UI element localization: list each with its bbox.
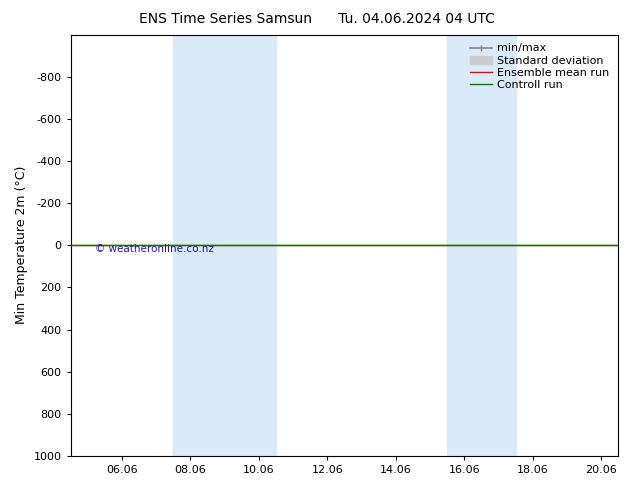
Bar [173, 35, 276, 456]
Text: ENS Time Series Samsun      Tu. 04.06.2024 04 UTC: ENS Time Series Samsun Tu. 04.06.2024 04… [139, 12, 495, 26]
Text: © weatheronline.co.nz: © weatheronline.co.nz [94, 244, 214, 254]
Y-axis label: Min Temperature 2m (°C): Min Temperature 2m (°C) [15, 166, 28, 324]
Legend: min/max, Standard deviation, Ensemble mean run, Controll run: min/max, Standard deviation, Ensemble me… [466, 40, 613, 94]
Bar [447, 35, 515, 456]
